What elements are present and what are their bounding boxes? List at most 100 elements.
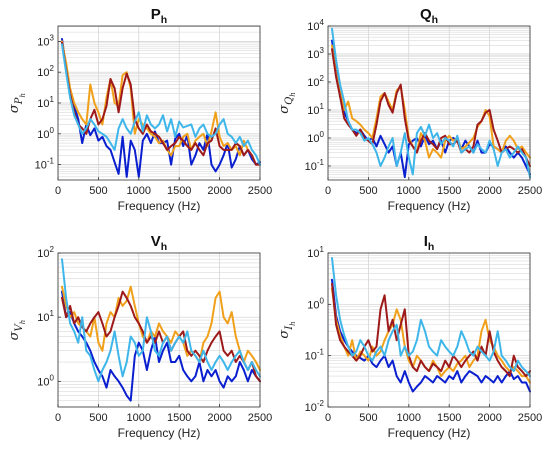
panel-title-main: I xyxy=(424,233,428,250)
axes-box xyxy=(327,252,531,408)
x-tick-label: 1000 xyxy=(397,185,421,197)
x-tick-label: 2500 xyxy=(518,412,542,424)
series-line-1 xyxy=(61,38,261,178)
y-tick-label: 102 xyxy=(37,64,54,79)
x-axis-label: Frequency (Hz) xyxy=(118,426,201,440)
panel-title-sub: h xyxy=(161,241,167,253)
panel-title-main: P xyxy=(151,6,161,23)
x-tick-label: 2000 xyxy=(477,185,501,197)
y-tick-exp: 1 xyxy=(50,309,55,318)
y-tick-label: 100 xyxy=(307,296,324,311)
y-tick-label: 102 xyxy=(307,74,324,89)
y-tick-base: 10 xyxy=(305,161,317,173)
x-tick-label: 1500 xyxy=(167,412,191,424)
x-tick-label: 500 xyxy=(89,185,107,197)
series-line-3 xyxy=(331,48,531,167)
y-tick-label: 100 xyxy=(37,126,54,141)
series-line-1 xyxy=(61,290,261,402)
y-tick-label: 10-1 xyxy=(35,157,55,172)
y-tick-base: 10 xyxy=(307,21,319,33)
x-tick-label: 1500 xyxy=(437,412,461,424)
y-tick-label: 103 xyxy=(37,33,54,48)
y-tick-label: 100 xyxy=(307,130,324,145)
y-tick-base: 10 xyxy=(307,248,319,260)
y-label-sigma: σ xyxy=(7,103,22,113)
axes-box xyxy=(57,252,261,408)
x-tick-label: 2500 xyxy=(248,185,272,197)
y-tick-base: 10 xyxy=(37,376,49,388)
x-tick-label: 0 xyxy=(55,185,61,197)
series-line-1 xyxy=(331,278,531,393)
y-axis-label: σVh xyxy=(7,320,27,341)
y-axis-label: σIh xyxy=(277,321,297,338)
y-tick-label: 101 xyxy=(37,95,54,110)
x-tick-label: 1500 xyxy=(437,185,461,197)
y-label-sigma: σ xyxy=(277,329,292,339)
y-axis-label: σPh xyxy=(7,93,27,113)
panel-title: Vh xyxy=(151,233,167,253)
y-tick-label: 101 xyxy=(307,102,324,117)
x-axis-label: Frequency (Hz) xyxy=(388,199,471,213)
panel-title-sub: h xyxy=(428,241,434,253)
y-tick-exp: 4 xyxy=(320,18,325,27)
y-tick-exp: 1 xyxy=(320,245,325,254)
y-tick-exp: 1 xyxy=(320,102,325,111)
y-tick-base: 10 xyxy=(35,160,47,172)
y-tick-base: 10 xyxy=(305,351,317,363)
x-tick-label: 2000 xyxy=(207,412,231,424)
y-label-sub: V xyxy=(14,322,25,331)
y-tick-exp: -1 xyxy=(47,157,55,166)
panel-p: 0 500 1000 1500 2000 250010-1100101102103PhFr… xyxy=(7,6,272,213)
y-label-subsub: h xyxy=(289,92,297,97)
y-tick-label: 102 xyxy=(37,245,54,260)
y-tick-base: 10 xyxy=(37,98,49,110)
x-tick-label: 2000 xyxy=(477,412,501,424)
series-line-4 xyxy=(331,27,531,179)
x-tick-label: 2500 xyxy=(518,185,542,197)
y-tick-base: 10 xyxy=(37,248,49,260)
x-tick-label: 0 xyxy=(55,412,61,424)
y-axis-label: σQh xyxy=(277,92,297,114)
series-line-2 xyxy=(61,40,261,166)
x-tick-label: 2500 xyxy=(248,412,272,424)
x-tick-label: 500 xyxy=(89,412,107,424)
y-tick-exp: 3 xyxy=(50,33,55,42)
x-tick-label: 1000 xyxy=(127,185,151,197)
series-line-3 xyxy=(61,41,261,166)
x-tick-label: 1500 xyxy=(167,185,191,197)
y-tick-base: 10 xyxy=(37,67,49,79)
y-tick-base: 10 xyxy=(37,129,49,141)
series-line-2 xyxy=(331,44,531,159)
panel-title: Qh xyxy=(420,6,438,26)
x-tick-label: 500 xyxy=(359,412,377,424)
series-line-4 xyxy=(331,257,531,378)
y-tick-label: 101 xyxy=(37,309,54,324)
panel-title-main: V xyxy=(151,233,161,250)
y-tick-base: 10 xyxy=(305,402,317,414)
plot-area xyxy=(58,253,260,407)
series-line-3 xyxy=(61,290,261,383)
panel-title-sub: h xyxy=(432,14,438,26)
panel-title: Ph xyxy=(151,6,167,26)
x-tick-label: 1000 xyxy=(127,412,151,424)
y-tick-label: 10-2 xyxy=(305,399,325,414)
y-label-sub: I xyxy=(284,325,295,331)
y-tick-exp: -1 xyxy=(317,158,325,167)
x-tick-label: 2000 xyxy=(207,185,231,197)
y-tick-exp: 2 xyxy=(50,64,55,73)
series-line-3 xyxy=(331,282,531,378)
y-tick-base: 10 xyxy=(307,105,319,117)
y-tick-base: 10 xyxy=(307,49,319,61)
y-tick-exp: 0 xyxy=(50,373,55,382)
panel-title-sub: h xyxy=(161,14,167,26)
x-tick-label: 500 xyxy=(359,185,377,197)
y-tick-exp: 1 xyxy=(50,95,55,104)
y-tick-exp: 2 xyxy=(50,245,55,254)
y-tick-base: 10 xyxy=(307,77,319,89)
x-axis-label: Frequency (Hz) xyxy=(118,199,201,213)
y-tick-label: 101 xyxy=(307,245,324,260)
